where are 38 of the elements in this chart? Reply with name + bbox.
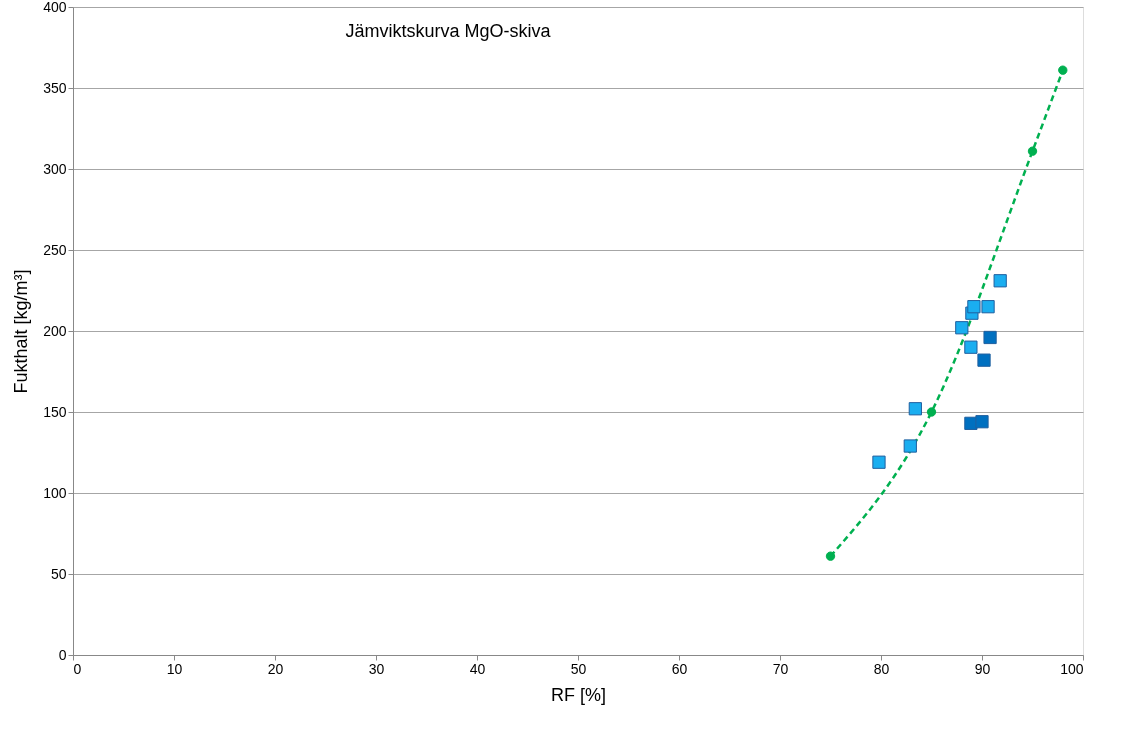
point: [903, 439, 917, 453]
x-tick-label: 40: [469, 660, 486, 677]
point: [825, 551, 836, 561]
point: [926, 407, 937, 417]
point: [975, 415, 989, 429]
point: [908, 402, 922, 416]
y-tick-label: 50: [50, 565, 67, 582]
y-tick-label: 150: [43, 403, 67, 420]
point: [977, 353, 991, 367]
y-tick-label: 350: [43, 79, 67, 96]
x-tick-label: 10: [166, 660, 183, 677]
x-tick-label: 0: [73, 660, 82, 677]
x-tick-label: 20: [267, 660, 284, 677]
point: [955, 321, 969, 335]
point: [872, 455, 886, 469]
x-tick-label: 100: [1060, 660, 1084, 677]
point: [981, 300, 995, 314]
y-tick-label: 200: [43, 322, 67, 339]
x-tick-label: 70: [772, 660, 789, 677]
point: [964, 340, 978, 354]
point: [993, 274, 1007, 288]
x-tick-label: 30: [368, 660, 385, 677]
y-axis-title: Fukthalt [kg/m³]: [11, 269, 32, 394]
x-axis-title: RF [%]: [550, 684, 607, 705]
point: [967, 300, 981, 314]
x-tick-label: 50: [570, 660, 587, 677]
y-tick-label: 300: [43, 160, 67, 177]
point: [1058, 65, 1068, 75]
x-tick-label: 90: [974, 660, 991, 677]
y-tick-label: 0: [58, 646, 67, 663]
x-tick-label: 60: [671, 660, 688, 677]
point: [1027, 146, 1038, 156]
text: Jämviktskurva MgO-skiva: [345, 21, 552, 41]
x-tick-label: 80: [873, 660, 890, 677]
y-tick-label: 400: [43, 0, 67, 15]
point: [983, 330, 997, 345]
y-tick-label: 250: [43, 241, 67, 258]
y-tick-label: 100: [43, 484, 67, 501]
